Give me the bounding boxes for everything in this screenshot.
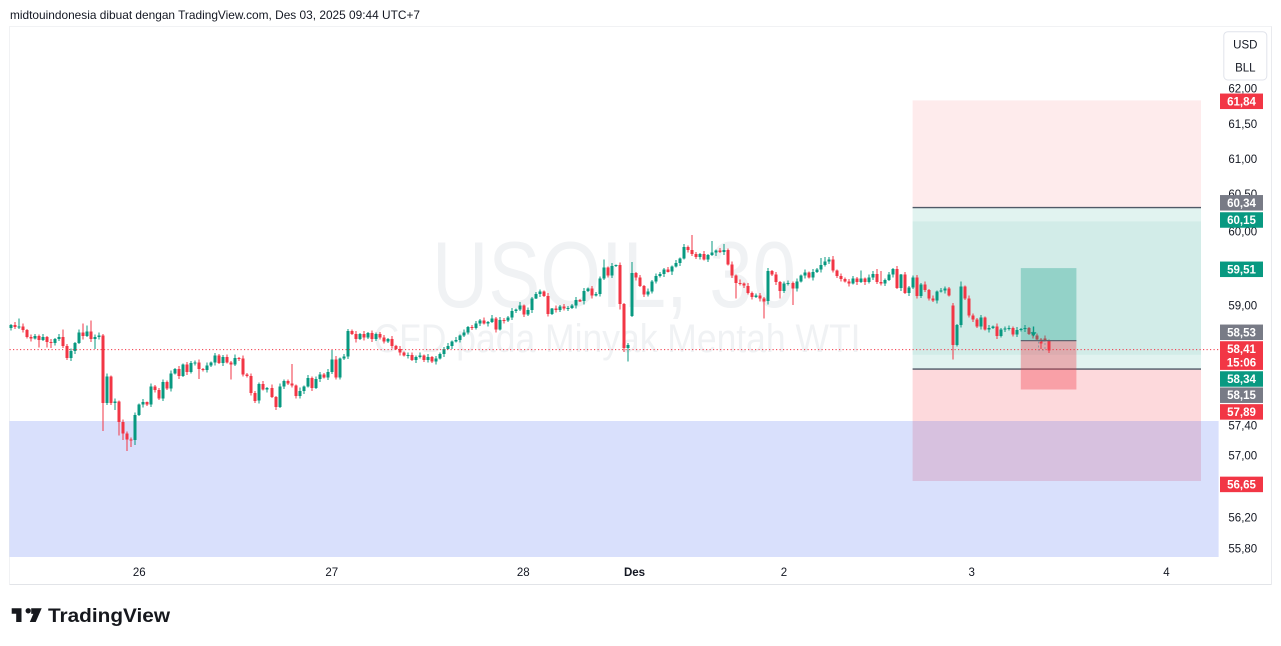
svg-text:58,41: 58,41 bbox=[1227, 344, 1256, 356]
svg-text:TradingView: TradingView bbox=[48, 605, 171, 627]
svg-text:15:06: 15:06 bbox=[1227, 357, 1256, 369]
svg-text:BLL: BLL bbox=[1235, 63, 1256, 75]
svg-text:61,00: 61,00 bbox=[1228, 154, 1257, 166]
svg-text:3: 3 bbox=[968, 567, 974, 579]
svg-text:62,00: 62,00 bbox=[1228, 84, 1257, 96]
svg-text:61,50: 61,50 bbox=[1228, 119, 1257, 131]
svg-text:57,00: 57,00 bbox=[1228, 451, 1257, 463]
svg-text:59,51: 59,51 bbox=[1227, 264, 1256, 276]
svg-text:Des: Des bbox=[624, 567, 645, 579]
svg-text:58,15: 58,15 bbox=[1227, 390, 1256, 402]
svg-text:57,40: 57,40 bbox=[1228, 420, 1257, 432]
svg-text:58,53: 58,53 bbox=[1227, 327, 1256, 339]
svg-text:57,89: 57,89 bbox=[1227, 407, 1256, 419]
svg-text:60,34: 60,34 bbox=[1227, 198, 1256, 210]
svg-text:26: 26 bbox=[133, 567, 146, 579]
svg-text:midtouindonesia dibuat dengan: midtouindonesia dibuat dengan TradingVie… bbox=[10, 8, 420, 22]
svg-text:58,34: 58,34 bbox=[1227, 374, 1256, 386]
svg-text:60,00: 60,00 bbox=[1228, 227, 1257, 239]
svg-text:59,00: 59,00 bbox=[1228, 301, 1257, 313]
svg-text:4: 4 bbox=[1163, 567, 1170, 579]
svg-text:60,15: 60,15 bbox=[1227, 215, 1256, 227]
svg-text:61,84: 61,84 bbox=[1227, 96, 1256, 108]
svg-text:56,20: 56,20 bbox=[1228, 513, 1257, 525]
svg-text:2: 2 bbox=[781, 567, 787, 579]
svg-text:28: 28 bbox=[517, 567, 530, 579]
svg-text:USOIL, 30: USOIL, 30 bbox=[432, 222, 796, 327]
svg-text:USD: USD bbox=[1233, 40, 1257, 52]
svg-text:27: 27 bbox=[325, 567, 338, 579]
svg-text:CFD pada Minyak Mentah WTI: CFD pada Minyak Mentah WTI bbox=[374, 317, 861, 361]
svg-text:56,65: 56,65 bbox=[1227, 479, 1256, 491]
svg-text:55,80: 55,80 bbox=[1228, 544, 1257, 556]
